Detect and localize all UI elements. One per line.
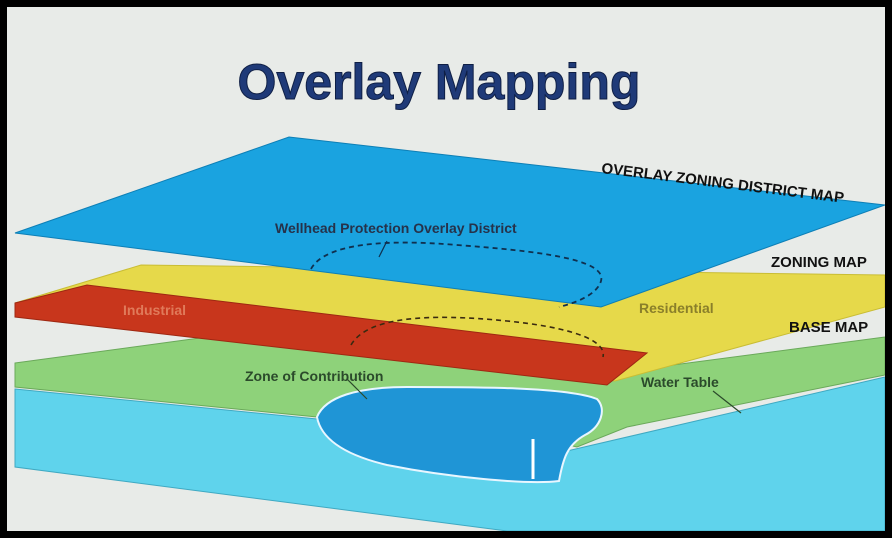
base-map-layer: Zone of Contribution Water Table bbox=[14, 336, 885, 531]
wellhead-protection-boundary bbox=[310, 241, 603, 308]
overlay-district-plane bbox=[14, 136, 885, 308]
zone-of-contribution-area bbox=[315, 385, 603, 484]
residential-label: Residential bbox=[639, 300, 714, 316]
zone-of-contribution-leader bbox=[346, 378, 368, 400]
overlay-zoning-layer: Wellhead Protection Overlay District bbox=[14, 136, 885, 308]
zoning-map-label: ZONING MAP bbox=[771, 254, 867, 271]
overlay-mapping-diagram: Overlay Mapping Zone of Contribution Wat… bbox=[14, 54, 885, 531]
wellhead-leader bbox=[378, 240, 388, 258]
zoning-map-layer: Industrial Residential bbox=[14, 264, 885, 386]
base-map-label: BASE MAP bbox=[789, 319, 868, 336]
water-table-leader bbox=[712, 390, 742, 414]
industrial-label: Industrial bbox=[123, 302, 186, 318]
wellhead-boundary-projection bbox=[350, 316, 604, 358]
zone-of-contribution-label: Zone of Contribution bbox=[245, 368, 383, 384]
industrial-zone bbox=[14, 284, 649, 386]
water-table-label: Water Table bbox=[641, 374, 719, 390]
page-title: Overlay Mapping bbox=[238, 54, 641, 110]
wellhead-protection-label: Wellhead Protection Overlay District bbox=[275, 220, 517, 236]
